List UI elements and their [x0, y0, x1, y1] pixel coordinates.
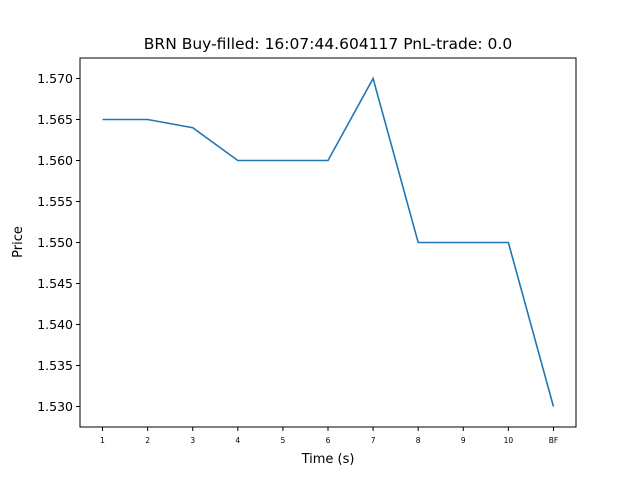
- y-tick-label: 1.540: [37, 317, 73, 332]
- series-line: [102, 76, 555, 407]
- x-tick-label: 1: [100, 436, 105, 445]
- x-axis-label: Time (s): [301, 452, 355, 467]
- y-tick-label: 1.545: [37, 276, 73, 291]
- y-axis-label: Price: [11, 226, 26, 258]
- x-tick-label: 2: [145, 436, 150, 445]
- x-tick-label: 5: [281, 436, 286, 445]
- y-tick-label: 1.565: [37, 112, 73, 127]
- y-tick-label: 1.535: [37, 358, 73, 373]
- chart-title: BRN Buy-filled: 16:07:44.604117 PnL-trad…: [144, 35, 512, 53]
- x-tick-label: BF: [549, 436, 558, 445]
- x-tick-label: 8: [416, 436, 421, 445]
- y-tick-label: 1.560: [37, 153, 73, 168]
- x-tick-label: 7: [371, 436, 376, 445]
- plot-frame: [79, 57, 577, 428]
- y-tick-label: 1.570: [37, 71, 73, 86]
- y-tick-label: 1.550: [37, 235, 73, 250]
- x-tick-label: 4: [235, 436, 240, 445]
- x-tick-label: 9: [461, 436, 466, 445]
- y-tick-label: 1.555: [37, 194, 73, 209]
- plot-area: 1.530 1.535 1.540 1.545 1.550 1.555 1.560 1.565…: [37, 71, 558, 445]
- x-tick-label: 10: [504, 436, 514, 445]
- x-tick-label: 6: [326, 436, 331, 445]
- x-tick-label: 3: [190, 436, 195, 445]
- y-tick-label: 1.530: [37, 399, 73, 414]
